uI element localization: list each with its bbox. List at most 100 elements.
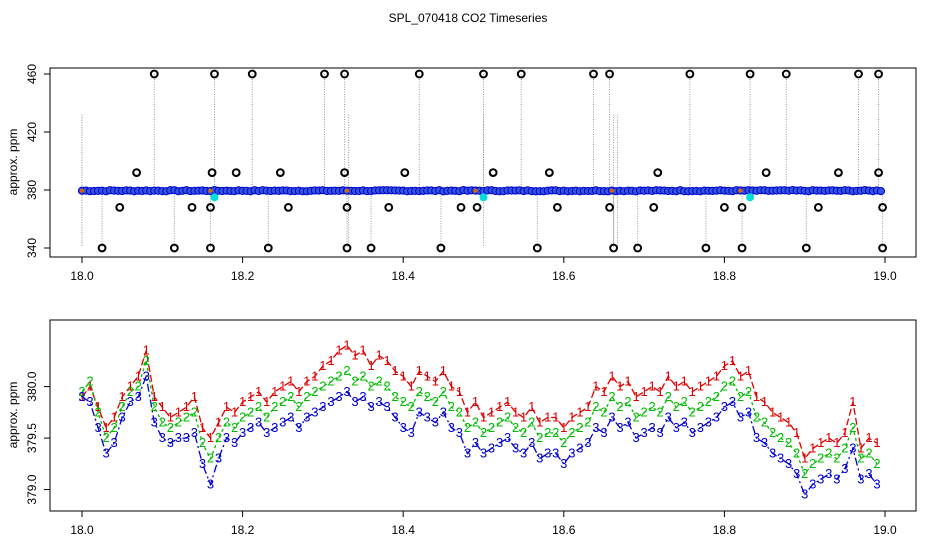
series-1-label: 1: [86, 379, 93, 394]
spike-high-point: [340, 69, 349, 79]
series-2-label: 2: [335, 368, 342, 383]
series-3-label: 3: [761, 435, 768, 450]
series-3-label: 3: [592, 420, 599, 435]
series-3-label: 3: [729, 394, 736, 409]
series-3-label: 3: [351, 394, 358, 409]
series-1-label: 1: [279, 379, 286, 394]
mid-low-point: [552, 203, 562, 212]
series-3-label: 3: [528, 435, 535, 450]
series-3-label: 3: [737, 410, 744, 425]
series-3-label: 3: [841, 461, 848, 476]
series-2-label: 2: [632, 410, 639, 425]
series-3-label: 3: [512, 440, 519, 455]
series-1-label: 1: [94, 399, 101, 414]
series-2-label: 2: [793, 446, 800, 461]
series-2-label: 2: [127, 384, 134, 399]
series-2-label: 2: [552, 425, 559, 440]
series-3-label: 3: [544, 446, 551, 461]
mid-low-point: [115, 203, 125, 212]
series-1-label: 1: [552, 410, 559, 425]
series-3-label: 3: [472, 435, 479, 450]
series-1-label: 1: [576, 404, 583, 419]
series-1-label: 1: [785, 415, 792, 430]
mid-high-point: [488, 168, 498, 178]
series-3-label: 3: [343, 384, 350, 399]
series-3-label: 3: [584, 435, 591, 450]
series-3-label: 3: [319, 399, 326, 414]
series-1-label: 1: [568, 410, 575, 425]
bottom-x-tick-label: 18.6: [552, 523, 576, 537]
series-1-label: 1: [207, 430, 214, 445]
spike-high-point: [210, 69, 219, 79]
mid-low-point: [384, 203, 394, 212]
spike-low-point: [263, 243, 273, 253]
bottom-plot-frame: [49, 319, 917, 512]
top-y-axis-label: approx. ppm: [6, 129, 20, 196]
series-1-label: 1: [464, 404, 471, 419]
series-1-label: 1: [159, 399, 166, 414]
mid-high-point: [132, 168, 142, 178]
series-1-line: [81, 344, 878, 461]
series-1-label: 1: [681, 373, 688, 388]
series-2-label: 2: [215, 430, 222, 445]
series-3-label: 3: [303, 410, 310, 425]
series-2-label: 2: [544, 425, 551, 440]
series-3-label: 3: [745, 404, 752, 419]
series-3-label: 3: [448, 420, 455, 435]
series-1-label: 1: [223, 399, 230, 414]
series-3-label: 3: [624, 415, 631, 430]
series-3-label: 3: [649, 420, 656, 435]
series-1-label: 1: [793, 425, 800, 440]
cyan-point: [210, 193, 219, 202]
spike-high-point: [781, 69, 791, 79]
series-1-label: 1: [191, 389, 198, 404]
series-3-label: 3: [287, 410, 294, 425]
mid-high-point: [231, 168, 241, 178]
series-1-label: 1: [199, 420, 206, 435]
series-2-label: 2: [199, 435, 206, 450]
series-3-label: 3: [199, 456, 206, 471]
series-3-label: 3: [817, 471, 824, 486]
mid-low-point: [283, 203, 293, 212]
series-3-label: 3: [665, 410, 672, 425]
series-1-label: 1: [817, 435, 824, 450]
series-2-label: 2: [857, 451, 864, 466]
mid-low-point: [878, 203, 887, 212]
series-1-label: 1: [215, 415, 222, 430]
mid-low-point: [187, 203, 197, 212]
series-1-label: 1: [239, 394, 246, 409]
series-1-label: 1: [432, 373, 439, 388]
series-2-label: 2: [761, 415, 768, 430]
series-2-label: 2: [191, 404, 198, 419]
series-3-label: 3: [640, 425, 647, 440]
top-plot-frame: [49, 67, 917, 258]
series-1-label: 1: [809, 440, 816, 455]
series-2-label: 2: [496, 415, 503, 430]
top-y-tick-label: 460: [25, 64, 39, 84]
series-1-label: 1: [151, 389, 158, 404]
series-2-label: 2: [351, 373, 358, 388]
series-2-label: 2: [271, 399, 278, 414]
top-x-tick-label: 18.2: [231, 269, 255, 283]
series-3-label: 3: [520, 446, 527, 461]
series-1-label: 1: [263, 394, 270, 409]
spike-low-point: [737, 243, 747, 253]
top-x-tick-label: 18.6: [552, 269, 576, 283]
series-2-label: 2: [86, 373, 93, 388]
series-3-label: 3: [632, 430, 639, 445]
series-1-label: 1: [359, 343, 366, 358]
series-3-label: 3: [94, 420, 101, 435]
series-3-label: 3: [849, 440, 856, 455]
series-3-label: 3: [440, 404, 447, 419]
mid-high-point: [834, 168, 843, 178]
mid-high-point: [207, 168, 217, 178]
series-2-label: 2: [303, 389, 310, 404]
series-3-label: 3: [721, 399, 728, 414]
series-1-label: 1: [560, 420, 567, 435]
figure-title: SPL_070418 CO2 Timeseries: [389, 11, 548, 25]
bottom-x-tick-label: 18.4: [392, 523, 416, 537]
segment-mark: [738, 188, 743, 193]
series-2-label: 2: [592, 399, 599, 414]
series-3-label: 3: [263, 425, 270, 440]
